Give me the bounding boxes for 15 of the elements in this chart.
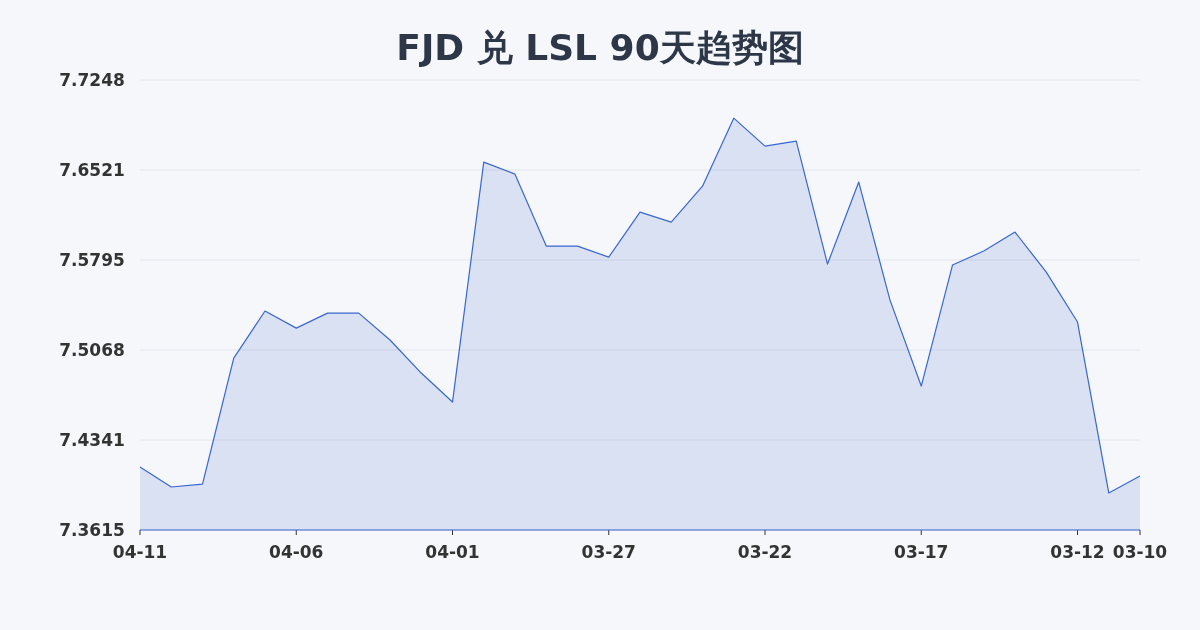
- y-tick-label: 7.4341: [59, 430, 125, 451]
- x-tick-label: 04-06: [269, 542, 324, 562]
- x-tick-label: 03-10: [1112, 542, 1168, 562]
- x-tick-label: 04-01: [425, 542, 480, 562]
- y-tick-label: 7.3615: [59, 520, 125, 540]
- x-tick-label: 03-22: [737, 542, 793, 562]
- x-tick-label: 03-27: [581, 542, 636, 562]
- y-tick-label: 7.5795: [59, 249, 125, 270]
- y-tick-label: 7.7248: [59, 70, 125, 90]
- chart-title: FJD 兑 LSL 90天趋势图: [396, 27, 804, 68]
- x-tick-label: 03-17: [894, 542, 949, 562]
- y-tick-label: 7.6521: [59, 160, 125, 181]
- x-tick-label: 03-12: [1050, 542, 1105, 562]
- y-tick-label: 7.5068: [59, 340, 125, 361]
- x-tick-label: 04-11: [112, 542, 168, 562]
